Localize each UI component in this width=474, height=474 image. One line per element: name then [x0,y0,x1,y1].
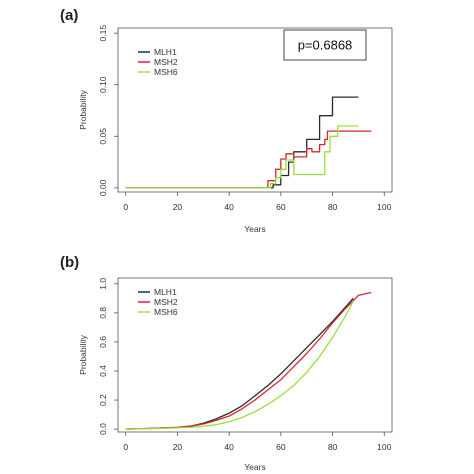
x-tick-label: 80 [328,202,338,212]
legend-label-msh2: MSH2 [154,57,178,67]
series-line-msh6 [125,300,354,430]
p-value-box [283,29,367,61]
x-tick-label: 40 [224,202,234,212]
x-tick-label: 20 [173,442,183,452]
series-line-msh6 [125,125,359,189]
y-tick-label: 0.00 [98,179,108,196]
y-tick-label: 0.4 [98,365,108,377]
series-line-msh2 [125,130,372,189]
x-tick-label: 100 [377,442,391,452]
plot-frame [117,27,393,193]
series-line-mlh1 [125,297,354,430]
x-tick-label: 0 [123,442,128,452]
x-tick-label: 60 [276,202,286,212]
x-tick-label: 60 [276,442,286,452]
x-axis-title: Years [244,224,265,234]
plot-frame [117,277,393,433]
legend-label-mlh1: MLH1 [154,287,177,297]
panel-label: (a) [60,7,78,24]
series-line-mlh1 [125,96,359,189]
x-tick-label: 100 [377,202,391,212]
legend-label-msh6: MSH6 [154,307,178,317]
y-axis-title: Probability [78,334,88,374]
legend-label-msh6: MSH6 [154,67,178,77]
legend-label-mlh1: MLH1 [154,47,177,57]
y-tick-label: 0.8 [98,307,108,319]
y-tick-label: 0.10 [98,76,108,93]
y-tick-label: 0.15 [98,25,108,42]
y-tick-label: 0.6 [98,336,108,348]
x-tick-label: 20 [173,202,183,212]
p-value-annotation: p=0.6868 [298,38,353,53]
y-tick-label: 0.0 [98,423,108,435]
chart-panel-a: (a) 0 20 40 60 80 100 0.00 0.05 0.10 0.15 Years Prob… [60,7,393,234]
x-axis-title: Years [244,462,265,472]
chart-panel-b: (b) 0 20 40 60 80 100 0.0 0.2 0.4 0.6 0.8 1.0 Years Pr… [60,254,393,472]
x-tick-label: 40 [224,442,234,452]
y-tick-label: 0.05 [98,128,108,145]
x-tick-label: 0 [123,202,128,212]
panel-label: (b) [60,254,79,271]
y-tick-label: 0.2 [98,394,108,406]
series-line-msh2 [125,291,372,430]
legend-label-msh2: MSH2 [154,297,178,307]
y-tick-label: 1.0 [98,278,108,290]
y-axis-title: Probability [78,89,88,129]
x-tick-label: 80 [328,442,338,452]
